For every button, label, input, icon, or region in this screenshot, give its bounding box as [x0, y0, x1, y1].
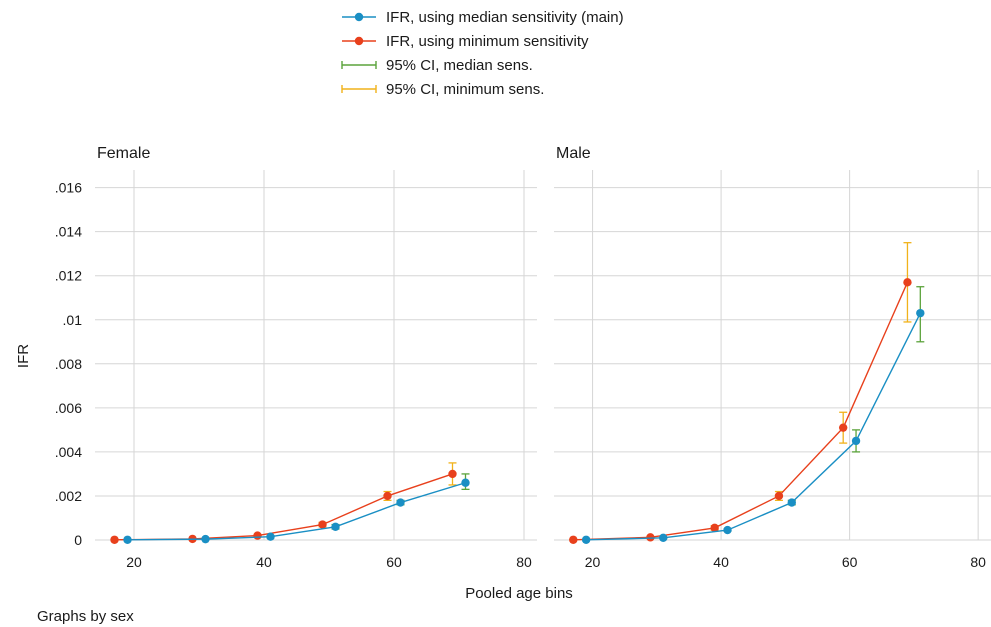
data-point	[253, 531, 262, 540]
data-point	[774, 491, 784, 501]
data-point	[569, 535, 578, 544]
legend-marker-swatch	[354, 36, 364, 46]
series-line	[573, 282, 909, 541]
x-tick-label: 60	[842, 554, 858, 570]
x-axis-title: Pooled age bins	[465, 585, 573, 602]
x-tick-label: 80	[970, 554, 986, 570]
legend-label: 95% CI, minimum sens.	[386, 81, 544, 98]
x-tick-label: 20	[126, 554, 142, 570]
data-point	[838, 423, 848, 432]
data-point	[710, 523, 719, 533]
panel-title: Female	[97, 145, 150, 162]
panel-female: Female 20 40 60 80 0 .002 .004 .006 .008 .01 .012 .0…	[55, 145, 537, 570]
data-point	[581, 535, 591, 544]
series-line	[127, 482, 466, 541]
legend-item: IFR, using median sensitivity (main)	[342, 9, 624, 26]
y-tick-label: .01	[63, 312, 83, 328]
legend: IFR, using median sensitivity (main) IFR,…	[341, 9, 624, 98]
y-tick-label: .014	[55, 224, 82, 240]
data-point	[723, 525, 732, 535]
legend-item: 95% CI, median sens.	[341, 57, 533, 74]
data-point	[331, 522, 340, 531]
legend-item: IFR, using minimum sensitivity	[342, 33, 589, 50]
data-point	[659, 533, 668, 542]
panel-title: Male	[556, 145, 591, 162]
series	[123, 473, 470, 544]
y-tick-label: .004	[55, 444, 82, 460]
x-tick-label: 40	[713, 554, 729, 570]
data-point	[851, 436, 861, 446]
data-point	[396, 498, 405, 507]
x-tick-label: 80	[516, 554, 532, 570]
series	[581, 286, 925, 544]
graph-note: Graphs by sex	[37, 608, 134, 625]
legend-item: 95% CI, minimum sens.	[341, 81, 544, 98]
data-point	[383, 491, 392, 501]
data-point	[903, 278, 912, 287]
legend-label: IFR, using minimum sensitivity	[386, 33, 589, 50]
y-tick-label: .002	[55, 488, 82, 504]
series	[110, 462, 457, 544]
data-point	[461, 478, 470, 487]
series-line	[114, 473, 453, 541]
series-line	[586, 312, 921, 541]
y-tick-label: .008	[55, 356, 82, 372]
x-tick-label: 60	[386, 554, 402, 570]
x-tick-label: 20	[585, 554, 601, 570]
data-point	[266, 532, 275, 541]
data-point	[448, 469, 457, 479]
data-point	[318, 520, 327, 529]
data-point	[201, 534, 210, 544]
y-tick-label: .016	[55, 180, 82, 196]
data-point	[916, 308, 925, 318]
legend-marker-swatch	[354, 12, 364, 22]
legend-label: IFR, using median sensitivity (main)	[386, 9, 624, 26]
data-point	[646, 533, 655, 542]
series	[569, 242, 912, 544]
y-tick-label: .012	[55, 268, 82, 284]
y-axis-title: IFR	[15, 344, 32, 368]
data-point	[110, 535, 119, 544]
y-tick-label: 0	[74, 532, 82, 548]
y-tick-label: .006	[55, 400, 82, 416]
legend-label: 95% CI, median sens.	[386, 57, 533, 74]
x-tick-label: 40	[256, 554, 272, 570]
data-point	[123, 535, 132, 544]
panel-male: Male 20 40 60 80	[554, 145, 991, 570]
data-point	[787, 498, 796, 507]
